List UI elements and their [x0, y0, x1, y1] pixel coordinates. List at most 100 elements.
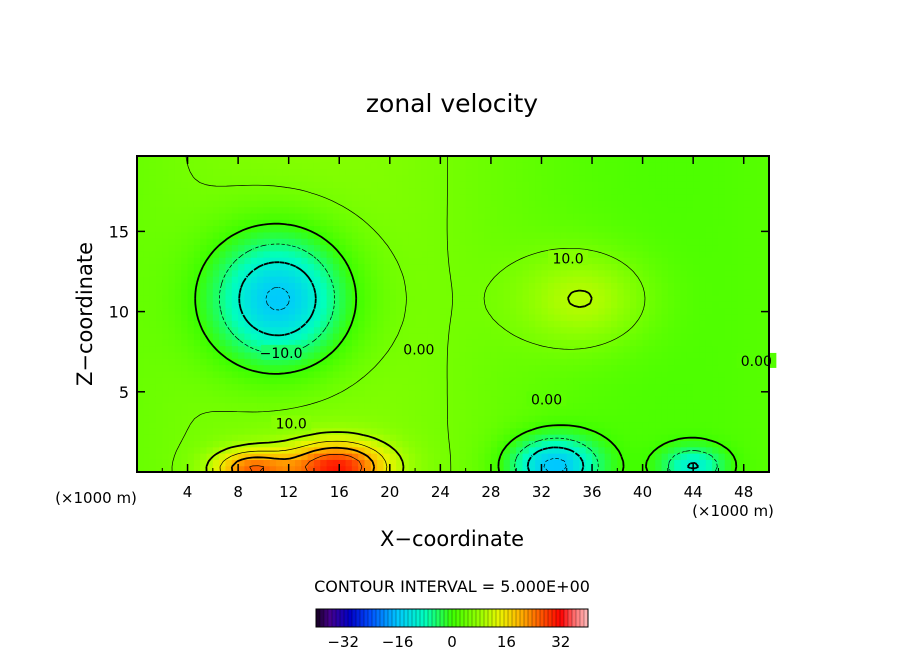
heatmap-cell: [149, 276, 157, 283]
heatmap-cell: [516, 465, 524, 472]
heatmap-cell: [434, 225, 441, 233]
heatmap-cell: [566, 370, 574, 378]
heatmap-cell: [162, 295, 170, 302]
heatmap-cell: [200, 212, 208, 220]
heatmap-cell: [149, 193, 157, 201]
heatmap-cell: [718, 351, 726, 359]
heatmap-cell: [693, 212, 701, 220]
heatmap-cell: [490, 282, 498, 290]
heatmap-cell: [396, 282, 404, 290]
heatmap-cell: [762, 465, 769, 472]
heatmap-cell: [686, 200, 694, 208]
heatmap-cell: [737, 396, 745, 404]
heatmap-cell: [181, 288, 189, 296]
heatmap-cell: [750, 269, 757, 277]
heatmap-cell: [225, 370, 233, 378]
heatmap-cell: [364, 345, 372, 353]
heatmap-cell: [332, 244, 340, 252]
heatmap-cell: [257, 301, 264, 309]
heatmap-cell: [231, 351, 239, 359]
heatmap-cell: [471, 377, 479, 385]
heatmap-cell: [718, 377, 726, 385]
heatmap-cell: [320, 453, 328, 460]
heatmap-cell: [459, 326, 467, 334]
heatmap-cell: [573, 269, 580, 277]
heatmap-cell: [617, 225, 625, 233]
heatmap-cell: [162, 351, 170, 359]
heatmap-cell: [642, 408, 650, 416]
heatmap-cell: [187, 383, 195, 391]
heatmap-cell: [200, 225, 208, 233]
heatmap-cell: [636, 408, 644, 416]
heatmap-cell: [648, 162, 656, 170]
heatmap-cell: [396, 459, 404, 467]
heatmap-cell: [655, 225, 663, 233]
heatmap-cell: [143, 156, 151, 163]
heatmap-cell: [661, 427, 669, 435]
heatmap-cell: [453, 276, 460, 283]
heatmap-cell: [212, 288, 220, 296]
heatmap-cell: [579, 288, 587, 296]
heatmap-cell: [149, 295, 157, 302]
heatmap-cell: [648, 314, 656, 321]
heatmap-cell: [453, 301, 460, 309]
heatmap-cell: [629, 301, 637, 309]
heatmap-cell: [667, 156, 675, 163]
heatmap-cell: [566, 307, 574, 315]
heatmap-cell: [446, 206, 454, 214]
heatmap-cell: [238, 421, 246, 429]
heatmap-cell: [674, 231, 682, 239]
heatmap-cell: [358, 156, 366, 163]
heatmap-cell: [434, 282, 441, 290]
heatmap-cell: [345, 402, 353, 410]
heatmap-cell: [263, 307, 271, 315]
heatmap-cell: [440, 181, 448, 189]
heatmap-cell: [642, 351, 650, 359]
heatmap-cell: [434, 415, 441, 423]
heatmap-cell: [358, 181, 366, 189]
heatmap-cell: [440, 339, 448, 347]
heatmap-cell: [446, 415, 454, 423]
heatmap-cell: [585, 307, 593, 315]
heatmap-cell: [225, 187, 233, 195]
heatmap-cell: [244, 269, 252, 277]
heatmap-cell: [408, 244, 416, 252]
heatmap-cell: [295, 156, 302, 163]
heatmap-cell: [345, 244, 353, 252]
heatmap-cell: [471, 168, 479, 176]
heatmap-cell: [193, 200, 201, 208]
heatmap-cell: [509, 383, 517, 391]
heatmap-cell: [573, 193, 580, 201]
heatmap-cell: [636, 415, 644, 423]
heatmap-cell: [459, 231, 467, 239]
heatmap-cell: [415, 408, 422, 416]
heatmap-cell: [181, 320, 189, 328]
heatmap-cell: [351, 358, 359, 366]
heatmap-cell: [320, 459, 328, 467]
heatmap-cell: [617, 187, 625, 195]
heatmap-cell: [383, 345, 391, 353]
heatmap-cell: [648, 402, 656, 410]
heatmap-cell: [212, 282, 220, 290]
heatmap-cell: [629, 351, 637, 359]
heatmap-cell: [737, 238, 745, 246]
heatmap-cell: [718, 364, 726, 372]
heatmap-cell: [453, 238, 460, 246]
heatmap-cell: [244, 276, 252, 283]
heatmap-cell: [244, 250, 252, 258]
heatmap-cell: [396, 181, 404, 189]
heatmap-cell: [617, 326, 625, 334]
heatmap-cell: [528, 187, 536, 195]
heatmap-cell: [269, 295, 277, 302]
heatmap-cell: [181, 459, 189, 467]
heatmap-cell: [238, 434, 246, 441]
heatmap-cell: [257, 244, 264, 252]
heatmap-cell: [206, 301, 214, 309]
heatmap-cell: [250, 200, 258, 208]
heatmap-cell: [629, 168, 637, 176]
heatmap-cell: [440, 174, 448, 182]
heatmap-cell: [693, 465, 701, 472]
heatmap-cell: [762, 206, 769, 214]
heatmap-cell: [705, 408, 713, 416]
heatmap-cell: [174, 276, 182, 283]
